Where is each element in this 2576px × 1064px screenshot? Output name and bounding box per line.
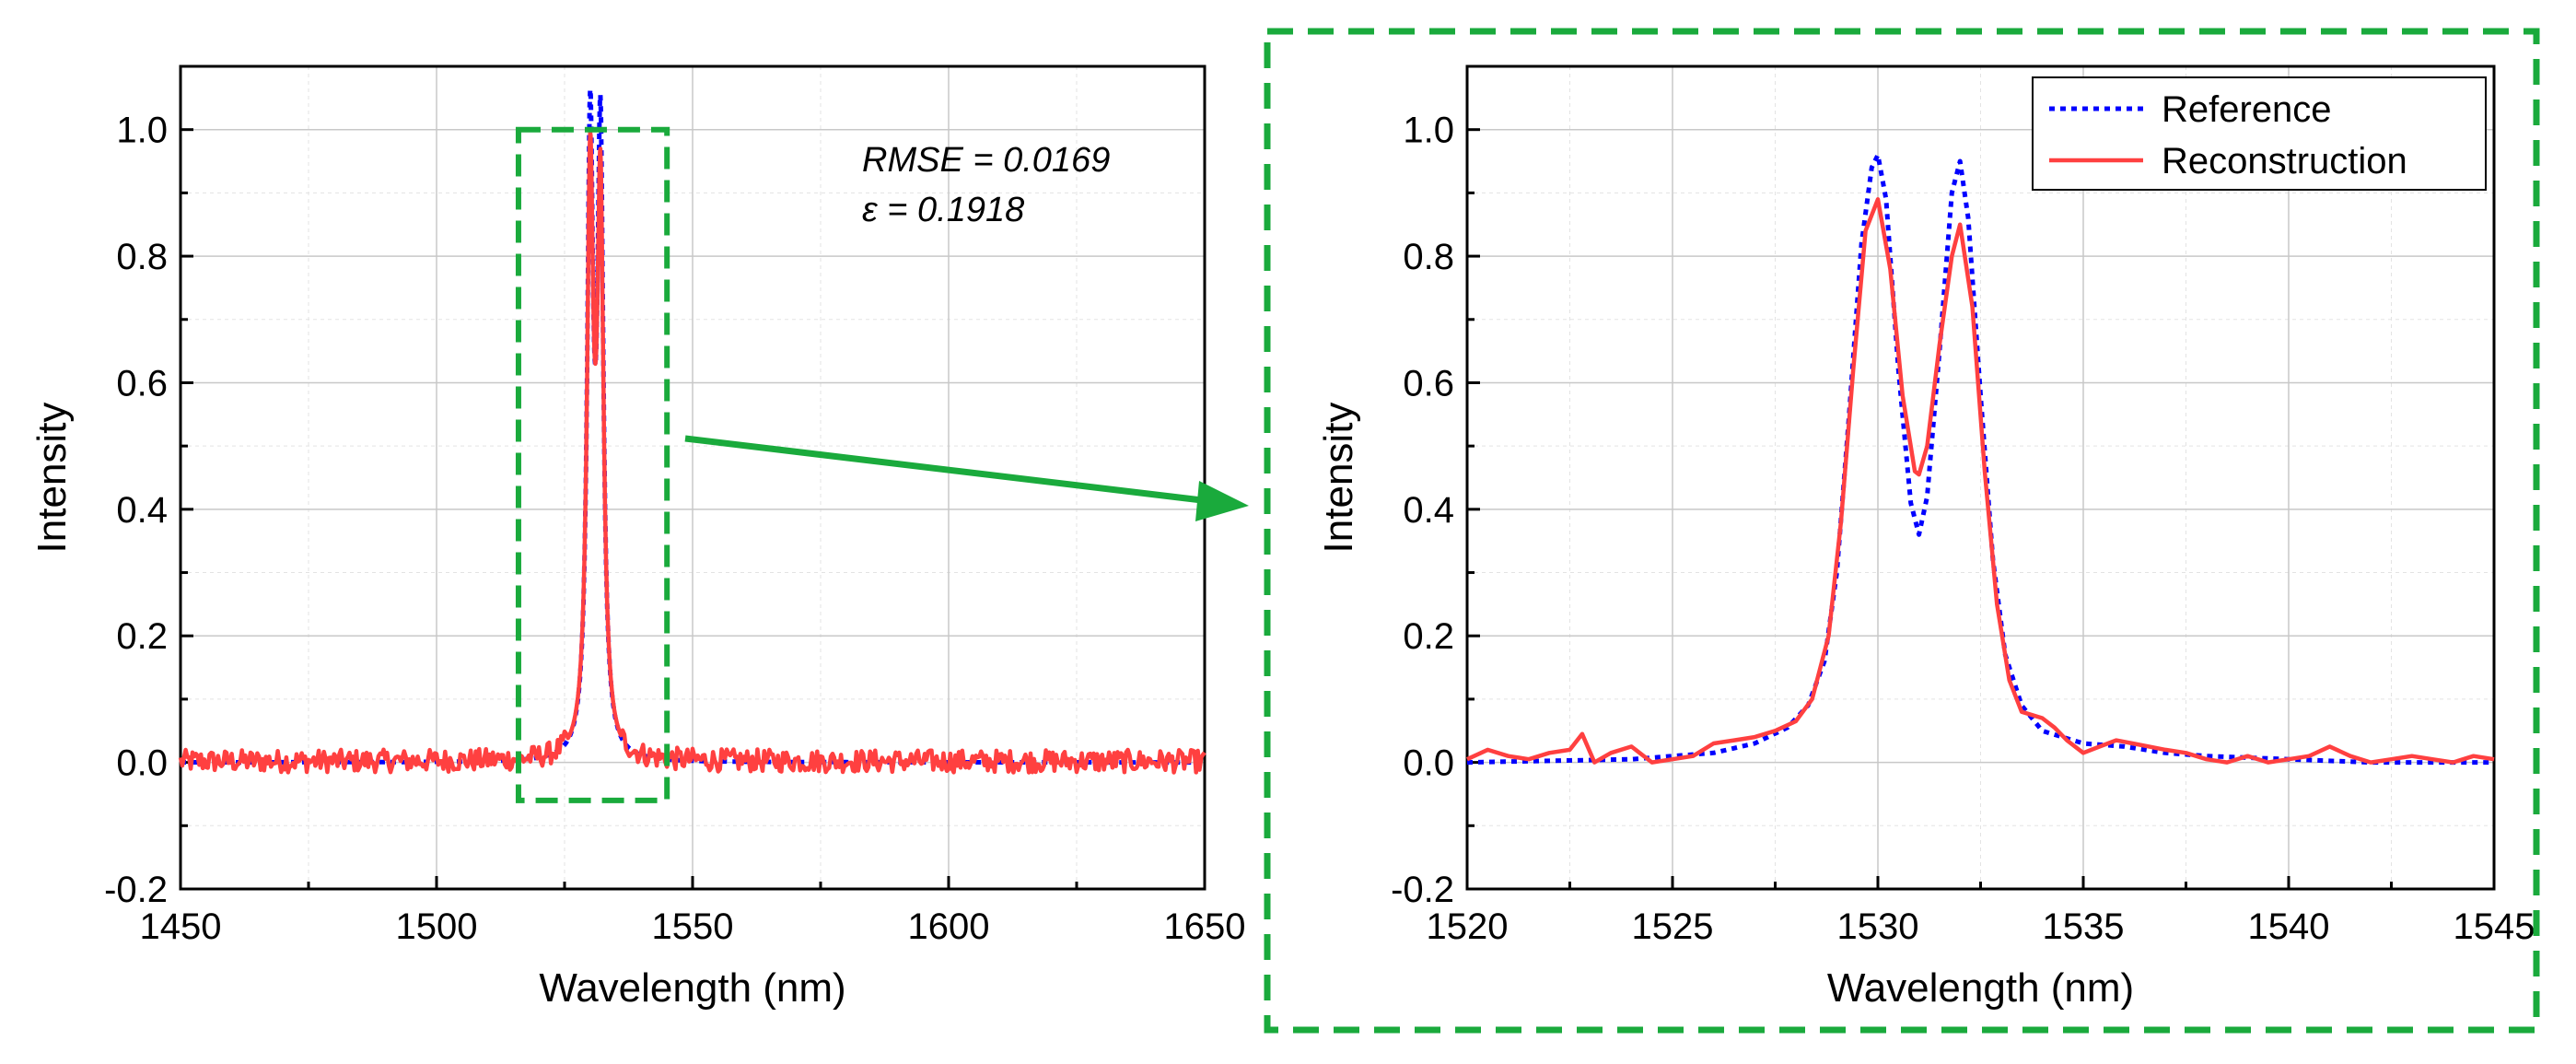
metric-annotation: RMSE = 0.0169 <box>862 141 1110 180</box>
y-tick-label: 0.8 <box>116 237 168 277</box>
x-tick-label: 1550 <box>652 906 734 947</box>
metric-annotation: ε = 0.1918 <box>862 191 1024 229</box>
x-tick-label: 1600 <box>908 906 990 947</box>
x-tick-label: 1500 <box>396 906 478 947</box>
y-tick-label: 0.8 <box>1403 237 1454 277</box>
legend-label: Reconstruction <box>2162 141 2407 181</box>
y-tick-label: 1.0 <box>116 111 168 151</box>
zoom-highlight-frame <box>1264 28 2540 1034</box>
legend-box <box>2032 76 2487 191</box>
reconstruction-series-line <box>1466 197 2495 765</box>
x-tick-label: 1520 <box>1427 906 1509 947</box>
y-tick-label: 1.0 <box>1403 111 1454 151</box>
y-tick-label: 0.6 <box>1403 363 1454 403</box>
y-tick-label: 0.2 <box>116 616 168 657</box>
x-tick-label: 1650 <box>1164 906 1246 947</box>
x-tick-label: 1545 <box>2454 906 2535 947</box>
arrow-head <box>1195 481 1249 521</box>
x-axis-title: Wavelength (nm) <box>1827 965 2134 1011</box>
x-axis-title: Wavelength (nm) <box>539 965 845 1011</box>
x-tick-label: 1450 <box>140 906 222 947</box>
x-tick-label: 1540 <box>2248 906 2330 947</box>
y-axis-title: Intensity <box>29 403 75 554</box>
reconstruction-series-line <box>178 130 1206 775</box>
legend-label: Reference <box>2162 89 2332 130</box>
arrow-shaft <box>684 435 1203 504</box>
callout-arrow <box>684 435 1249 521</box>
zoom-plot: 1520 1525 1530 1535 1540 1545 -0.2 0.0 0.2 0.4 0.6… <box>1316 64 2535 1011</box>
y-tick-label: 0.4 <box>116 490 168 531</box>
y-axis-title: Intensity <box>1316 403 1361 554</box>
y-tick-label: -0.2 <box>1391 870 1454 910</box>
x-tick-label: 1530 <box>1837 906 1919 947</box>
x-tick-label: 1535 <box>2043 906 2125 947</box>
y-tick-label: 0.0 <box>116 743 168 784</box>
y-tick-label: 0.4 <box>1403 490 1454 531</box>
x-tick-label: 1525 <box>1632 906 1714 947</box>
y-tick-label: 0.6 <box>116 363 168 403</box>
zoom-region-box <box>515 126 670 803</box>
reference-series-line <box>1466 152 2494 766</box>
y-tick-label: 0.0 <box>1403 743 1454 784</box>
y-tick-label: 0.2 <box>1403 616 1454 657</box>
y-tick-label: -0.2 <box>104 870 168 910</box>
overview-plot: 1450 1500 1550 1600 1650 -0.2 0.0 0.2 0.4 0.6 0.8 1… <box>29 64 1246 1011</box>
